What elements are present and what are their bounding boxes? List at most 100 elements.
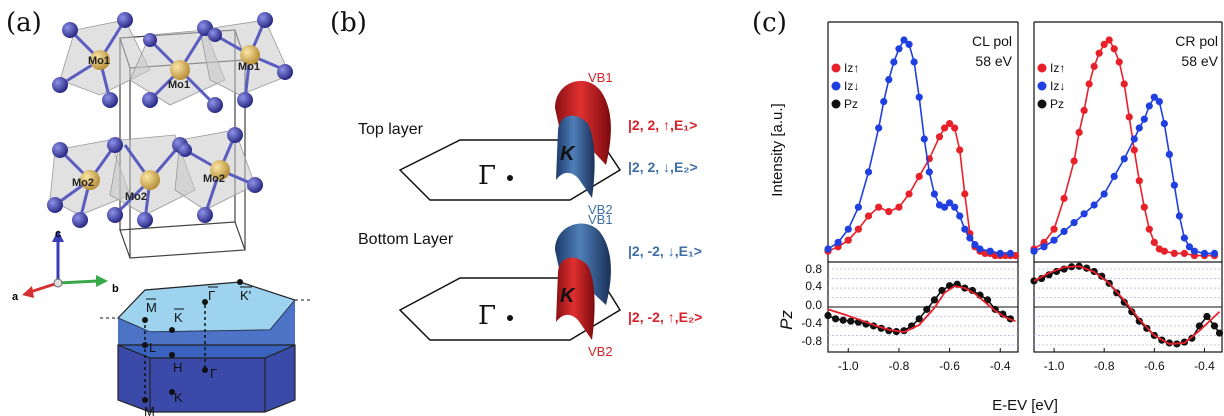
pz-ytick: 0.4 — [805, 279, 822, 293]
data-point — [951, 124, 959, 132]
bottom-hexagon — [398, 277, 622, 341]
data-point — [1080, 210, 1088, 218]
legend-entry: Iz↓ — [1050, 79, 1065, 93]
data-point — [971, 241, 979, 249]
data-point — [905, 190, 913, 198]
data-point — [824, 245, 832, 253]
data-point — [1120, 155, 1128, 163]
legend-entry: Pz — [844, 97, 858, 111]
right-legend: Iz↑ Iz↓ Pz — [1037, 61, 1065, 111]
data-point — [915, 172, 923, 180]
data-point — [895, 45, 903, 53]
pz-ytick: 0.0 — [805, 298, 822, 312]
data-point — [1135, 124, 1143, 132]
data-point — [847, 317, 855, 325]
data-point — [930, 296, 938, 304]
data-point — [885, 208, 893, 216]
left-pol-label: CL pol — [972, 33, 1012, 49]
x-tick: -0.4 — [1194, 359, 1215, 373]
pz-ytick: 0.8 — [805, 262, 822, 276]
data-point — [1130, 135, 1138, 143]
data-point — [1070, 219, 1078, 227]
data-point — [1150, 238, 1158, 246]
plot-marks — [824, 36, 1224, 348]
data-point — [844, 236, 852, 244]
atom-label: Mo1 — [88, 55, 110, 67]
data-point — [834, 238, 842, 246]
data-point — [1150, 93, 1158, 101]
legend-entry: Iz↓ — [844, 79, 859, 93]
data-point — [961, 190, 969, 198]
atom-label: Mo1 — [168, 79, 190, 91]
top-vb2-label: VB2 — [588, 202, 613, 217]
data-point — [1145, 225, 1153, 233]
data-point — [1050, 225, 1058, 233]
panel-c-chart: Intensity [a.u.] Pz 0.8 0.4 0.0 -0.4 -0.… — [769, 21, 1224, 414]
series-line-left-fit — [827, 285, 1016, 334]
x-tick: -0.8 — [1094, 359, 1115, 373]
bottom-vb2-label: VB2 — [588, 344, 613, 359]
data-point — [1060, 227, 1068, 235]
data-point — [1140, 203, 1148, 211]
atom-label: Mo2 — [203, 173, 225, 185]
bottom-gamma-label: Γ — [478, 301, 496, 331]
data-point — [956, 146, 964, 154]
data-point — [1075, 128, 1083, 136]
data-point — [1170, 181, 1178, 189]
data-point — [1180, 249, 1188, 257]
bottom-state-2: |2, -2, ↑,E₂> — [628, 309, 702, 325]
pz-ytick: -0.8 — [801, 334, 822, 348]
legend-entry: Iz↑ — [844, 61, 859, 75]
atom-label: Mo2 — [72, 177, 94, 189]
data-point — [1215, 329, 1224, 337]
bz-k: K — [174, 390, 183, 405]
bz-gamma-bar: Γ — [208, 288, 215, 303]
x-tick: -1.0 — [1044, 359, 1065, 373]
axis-c-label: c — [55, 228, 61, 240]
data-point — [1175, 212, 1183, 220]
top-state-2: |2, 2, ↓,E₂> — [628, 159, 698, 175]
data-point — [1080, 106, 1088, 114]
bottom-layer-label: Bottom Layer — [358, 231, 454, 248]
data-point — [1170, 249, 1178, 257]
data-point — [824, 311, 832, 320]
data-point — [1090, 201, 1098, 209]
data-point — [940, 203, 949, 211]
pz-ytick: -0.4 — [801, 316, 822, 330]
data-point — [844, 225, 852, 233]
top-vb1-label: VB1 — [588, 70, 613, 85]
data-point — [1160, 120, 1168, 128]
left-legend: Iz↑ Iz↓ Pz — [831, 61, 859, 111]
bz-m-bar: M — [146, 300, 157, 315]
data-point — [946, 199, 954, 207]
data-point — [1120, 80, 1128, 88]
data-point — [880, 98, 888, 106]
atom-label: Mo1 — [238, 61, 260, 73]
data-point — [1105, 36, 1113, 44]
panel-b-figure: Top layer Γ K VB1 VB2 |2, 2, ↑,E₁> |2, 2… — [358, 70, 702, 359]
data-point — [940, 124, 949, 132]
data-point — [885, 76, 893, 84]
top-hexagon — [398, 139, 622, 201]
data-point — [864, 168, 873, 176]
data-point — [1030, 247, 1038, 255]
x-tick: -0.8 — [889, 359, 910, 373]
data-point — [1180, 234, 1188, 242]
data-point — [875, 203, 883, 211]
bz-gamma: Γ — [210, 366, 217, 381]
bz-m: M — [144, 404, 155, 416]
sulfur-atoms — [47, 12, 293, 228]
data-point — [1006, 249, 1014, 257]
data-point — [1203, 312, 1211, 321]
data-point — [832, 315, 840, 323]
data-point — [1060, 194, 1068, 202]
data-point — [1185, 243, 1194, 251]
data-point — [986, 247, 994, 255]
data-point — [854, 203, 862, 211]
right-energy-label: 58 eV — [1181, 53, 1218, 69]
x-tick: -0.4 — [990, 359, 1011, 373]
panel-label-c: (c) — [752, 8, 787, 38]
data-point — [1210, 322, 1219, 330]
data-point — [920, 135, 928, 143]
data-point — [1140, 115, 1148, 123]
